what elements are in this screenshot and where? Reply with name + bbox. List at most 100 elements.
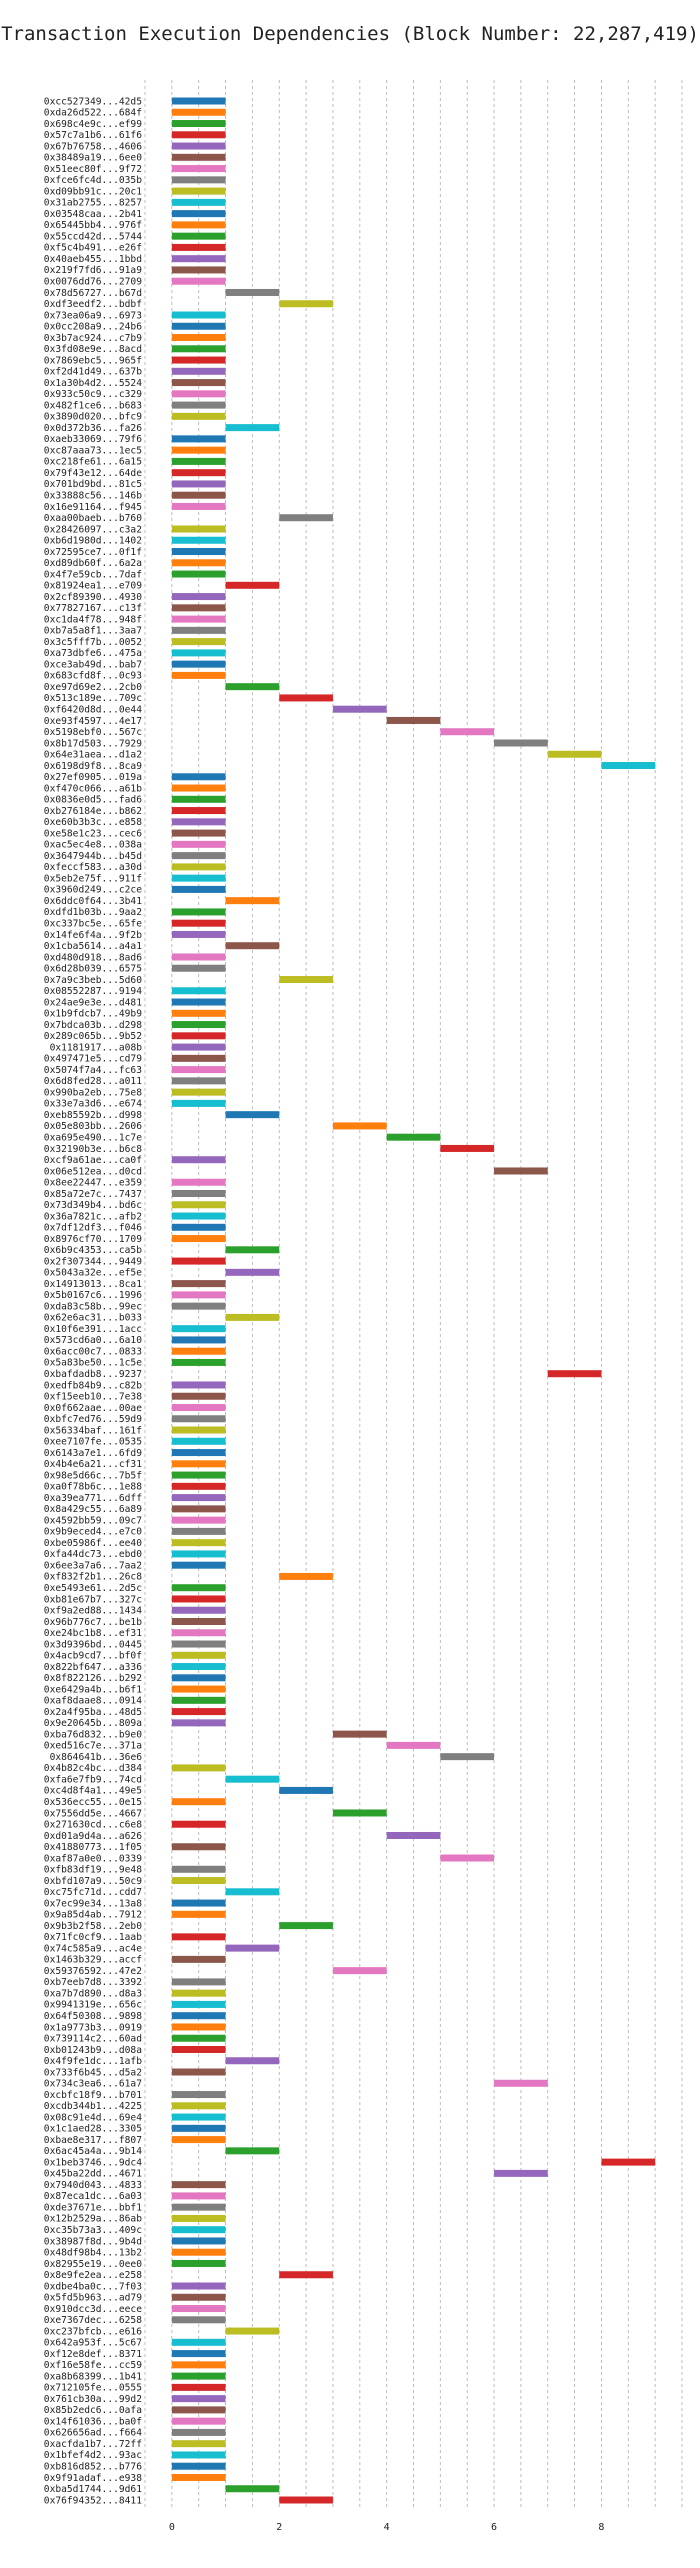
execution-bar	[171, 1280, 226, 1288]
transaction-label: 0xa7b7d890...d8a3	[44, 1988, 142, 1999]
transaction-label: 0x7df12df3...f046	[44, 1223, 142, 1234]
transaction-label: 0xe6429a4b...b6f1	[44, 1684, 142, 1695]
execution-bar	[332, 1967, 387, 1975]
execution-bar	[171, 863, 226, 871]
execution-bar	[171, 671, 226, 679]
transaction-label: 0x0cc208a9...24b6	[44, 322, 142, 333]
execution-bar	[171, 1178, 226, 1186]
transaction-label: 0xb7a5a8f1...3aa7	[44, 626, 142, 637]
execution-bar	[171, 1989, 226, 1997]
execution-bar	[171, 615, 226, 623]
transaction-label: 0x64e31aea...d1a2	[44, 750, 142, 761]
execution-bar	[171, 2406, 226, 2414]
transaction-label: 0xa0f78b6c...1e88	[44, 1482, 142, 1493]
execution-bar	[171, 784, 226, 792]
transaction-label: 0xb6d1980d...1402	[44, 536, 142, 547]
transaction-label: 0xbfd107a9...50c9	[44, 1876, 142, 1887]
transaction-label: 0x6198d9f8...8ca9	[44, 761, 142, 772]
transaction-label: 0xfa6e7fb9...74cd	[44, 1774, 142, 1785]
transaction-label: 0x933c50c9...c329	[44, 389, 142, 400]
execution-bar	[171, 1043, 226, 1051]
transaction-label: 0xb01243b9...d08a	[44, 2045, 142, 2056]
execution-bar	[171, 953, 226, 961]
transaction-label: 0x14fe6f4a...9f2b	[44, 930, 142, 941]
transaction-label: 0x289c065b...9b52	[44, 1031, 142, 1042]
transaction-label: 0xd480d918...8ad6	[44, 952, 142, 963]
execution-bar	[171, 660, 226, 668]
transaction-label: 0xa8b68399...1b41	[44, 2371, 142, 2382]
transaction-label: 0x1463b329...accf	[44, 1955, 142, 1966]
execution-bar	[494, 2079, 548, 2087]
transaction-label: 0xaeb33069...79f6	[44, 434, 142, 445]
transaction-label: 0x1bfef4d2...93ac	[44, 2450, 142, 2461]
execution-bar	[171, 2305, 226, 2313]
transaction-label: 0xa695e490...1c7e	[44, 1132, 142, 1143]
transaction-label: 0x48df98b4...13b2	[44, 2248, 142, 2259]
execution-bar	[494, 739, 548, 747]
execution-bar	[171, 773, 226, 781]
transaction-label: 0xcbfc18f9...b701	[44, 2090, 142, 2101]
execution-bar	[171, 1505, 226, 1513]
y-axis-labels: 0xcc527349...42d50xda26d522...684f0x698c…	[44, 96, 142, 2506]
transaction-label: 0x7ec99e34...13a8	[44, 1898, 142, 1909]
execution-bar	[171, 1933, 226, 1941]
execution-bar	[171, 548, 226, 556]
execution-bar	[171, 153, 226, 161]
execution-bar	[171, 187, 226, 195]
transaction-label: 0x1b9fdcb7...49b9	[44, 1009, 142, 1020]
execution-bar	[171, 998, 226, 1006]
transaction-label: 0x642a953f...5c67	[44, 2338, 142, 2349]
transaction-label: 0x1cba5614...a4a1	[44, 941, 142, 952]
execution-bar	[171, 626, 226, 634]
transaction-label: 0x74c585a9...ac4e	[44, 1943, 142, 1954]
execution-bar	[440, 1854, 495, 1862]
execution-bar	[171, 2395, 226, 2403]
transaction-label: 0x81924ea1...e709	[44, 581, 142, 592]
transaction-label: 0x40aeb455...1bbd	[44, 254, 142, 265]
execution-bar	[171, 379, 226, 387]
execution-bar	[171, 1865, 226, 1873]
execution-bar	[225, 581, 280, 589]
transaction-label: 0x5043a32e...ef5e	[44, 1268, 142, 1279]
execution-bar	[332, 1730, 387, 1738]
transaction-label: 0x2f307344...9449	[44, 1256, 142, 1267]
transaction-label: 0x9b3b2f58...2eb0	[44, 1921, 142, 1932]
execution-bar	[171, 2338, 226, 2346]
transaction-label: 0x626656ad...f664	[44, 2428, 142, 2439]
execution-bar	[171, 108, 226, 116]
transaction-label: 0x45ba22dd...4671	[44, 2169, 142, 2180]
transaction-label: 0x734c3ea6...61a7	[44, 2079, 142, 2090]
transaction-label: 0x9b9eced4...e7c0	[44, 1527, 142, 1538]
execution-bar	[171, 1201, 226, 1209]
transaction-label: 0x3d9396bd...0445	[44, 1639, 142, 1650]
transaction-label: 0x28426097...c3a2	[44, 524, 142, 535]
execution-bar	[171, 2192, 226, 2200]
transaction-label: 0x5a83be50...1c5e	[44, 1358, 142, 1369]
execution-bar	[171, 1403, 226, 1411]
transaction-label: 0x8ee22447...e359	[44, 1178, 142, 1189]
transaction-label: 0xe24bc1b8...ef31	[44, 1628, 142, 1639]
execution-bar	[171, 221, 226, 229]
transaction-label: 0x4f7e59cb...7daf	[44, 569, 142, 580]
transaction-label: 0xcf9a61ae...ca0f	[44, 1155, 142, 1166]
execution-bar	[171, 1910, 226, 1918]
transaction-label: 0x8b17d503...7929	[44, 738, 142, 749]
transaction-label: 0x1c1aed28...3305	[44, 2124, 142, 2135]
transaction-label: 0x85a72e7c...7437	[44, 1189, 142, 1200]
execution-bar	[225, 2147, 280, 2155]
transaction-label: 0x4acb9cd7...bf0f	[44, 1651, 142, 1662]
transaction-label: 0xf6420d8d...0e44	[44, 704, 142, 715]
transaction-label: 0xac5ec4e8...038a	[44, 840, 142, 851]
transaction-label: 0xc35b73a3...409c	[44, 2225, 142, 2236]
transaction-label: 0xf5c4b491...e26f	[44, 243, 142, 254]
transaction-label: 0x9941319e...656c	[44, 2000, 142, 2011]
transaction-label: 0x3647944b...b45d	[44, 851, 142, 862]
transaction-label: 0x10f6e391...1acc	[44, 1324, 142, 1335]
execution-bar	[225, 942, 280, 950]
execution-bar	[171, 2248, 226, 2256]
execution-bar	[386, 1741, 441, 1749]
execution-bar	[171, 1009, 226, 1017]
execution-bar	[171, 435, 226, 443]
transaction-label: 0xbae8e317...f807	[44, 2135, 142, 2146]
execution-bar	[171, 165, 226, 173]
